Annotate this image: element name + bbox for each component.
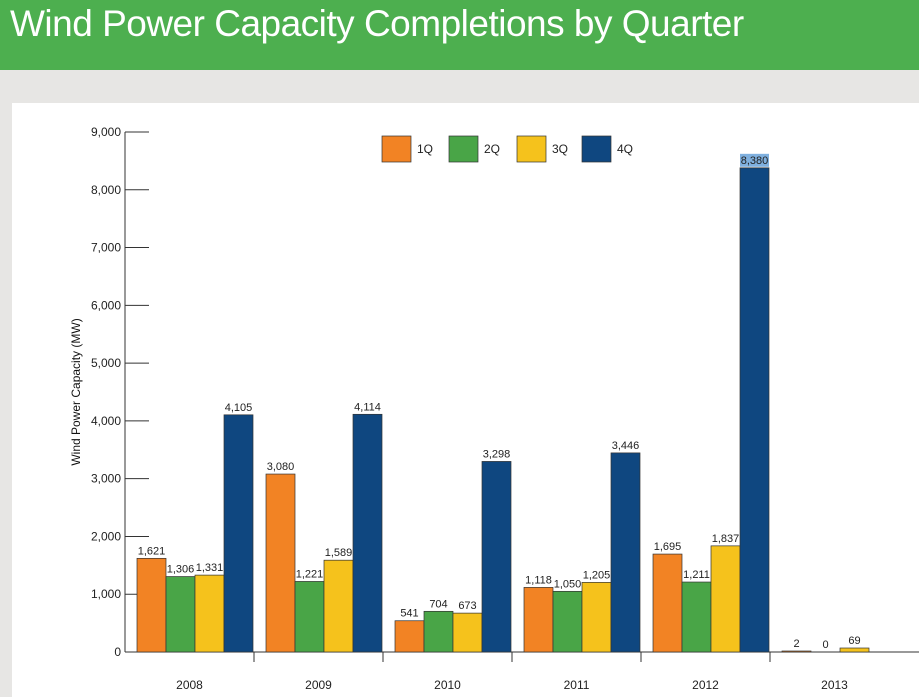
x-tick-label: 2013 [821,678,848,692]
data-label: 1,837 [712,533,740,545]
bar-2q-2009 [294,581,325,653]
bar-3q-2009 [323,559,354,653]
y-tick-label: 2,000 [91,529,121,543]
legend-label: 4Q [617,142,633,156]
legend-label: 1Q [417,142,433,156]
legend-label: 3Q [552,142,568,156]
data-label: 3,080 [267,461,295,473]
bar-1q-2009 [265,473,296,653]
data-label: 1,695 [654,541,682,553]
data-label: 1,050 [554,578,582,590]
bar-1q-2008 [136,557,167,653]
bar-3q-2012 [710,545,741,653]
bar-2q-2011 [552,590,583,653]
data-label: 3,298 [483,448,511,460]
y-tick-label: 6,000 [91,298,121,312]
x-tick-label: 2012 [692,678,719,692]
y-tick-label: 3,000 [91,472,121,486]
bar-4q-2008 [223,414,254,653]
data-label: 1,211 [683,569,710,581]
data-label: 8,380 [741,155,769,167]
data-label: 1,306 [167,564,195,576]
bar-4q-2012 [739,167,770,653]
legend-label: 2Q [484,142,500,156]
data-label: 704 [429,598,447,610]
data-label: 0 [822,639,828,651]
y-tick-label: 1,000 [91,587,121,601]
x-tick-label: 2011 [564,678,590,692]
data-label: 541 [400,608,418,620]
legend-swatch-3q [516,135,547,163]
x-tick-label: 2010 [434,678,461,692]
data-label: 4,114 [354,401,381,413]
data-label: 673 [458,600,476,612]
bar-3q-2008 [194,574,225,653]
y-tick-label: 5,000 [91,356,121,370]
x-tick-label: 2009 [305,678,332,692]
bar-chart: 0 1,000 2,000 3,000 4,000 5,000 6,000 7,000 8,00… [69,125,919,692]
bar-3q-2013 [839,647,870,653]
bar-4q-2009 [352,413,383,653]
bar-1q-2013 [781,650,812,653]
data-label: 1,221 [296,568,324,580]
data-label: 1,118 [525,574,552,586]
legend-swatch-1q [381,135,412,163]
y-axis-title: Wind Power Capacity (MW) [69,318,83,465]
header-bar: Wind Power Capacity Completions by Quart… [0,0,919,70]
y-tick-label: 0 [114,645,121,659]
y-tick-label: 7,000 [91,241,121,255]
bar-4q-2011 [610,452,641,653]
data-label-highlight [740,153,769,167]
bar-2q-2008 [165,576,196,653]
data-label: 1,331 [196,562,224,574]
data-label: 3,446 [612,440,640,452]
data-label: 1,589 [325,547,353,559]
bar-3q-2011 [581,582,612,653]
bar-1q-2011 [523,587,554,653]
data-label: 69 [848,635,860,647]
legend-swatch-2q [448,135,479,163]
y-tick-label: 4,000 [91,414,121,428]
chart-panel: 0 1,000 2,000 3,000 4,000 5,000 6,000 7,000 8,00… [12,103,919,697]
legend-swatch-4q [581,135,612,163]
data-label: 4,105 [225,402,253,414]
data-label: 2 [793,638,799,650]
y-tick-label: 8,000 [91,183,121,197]
bar-2q-2010 [423,610,454,653]
y-tick-label: 9,000 [91,125,121,139]
x-tick-label: 2008 [176,678,203,692]
bar-1q-2012 [652,553,683,653]
data-label: 1,621 [138,545,166,557]
bar-4q-2010 [481,461,512,653]
bar-1q-2010 [394,620,425,653]
data-label: 1,205 [583,569,611,581]
page-title: Wind Power Capacity Completions by Quart… [10,3,744,44]
bar-3q-2010 [452,612,483,653]
bar-2q-2012 [681,581,712,653]
